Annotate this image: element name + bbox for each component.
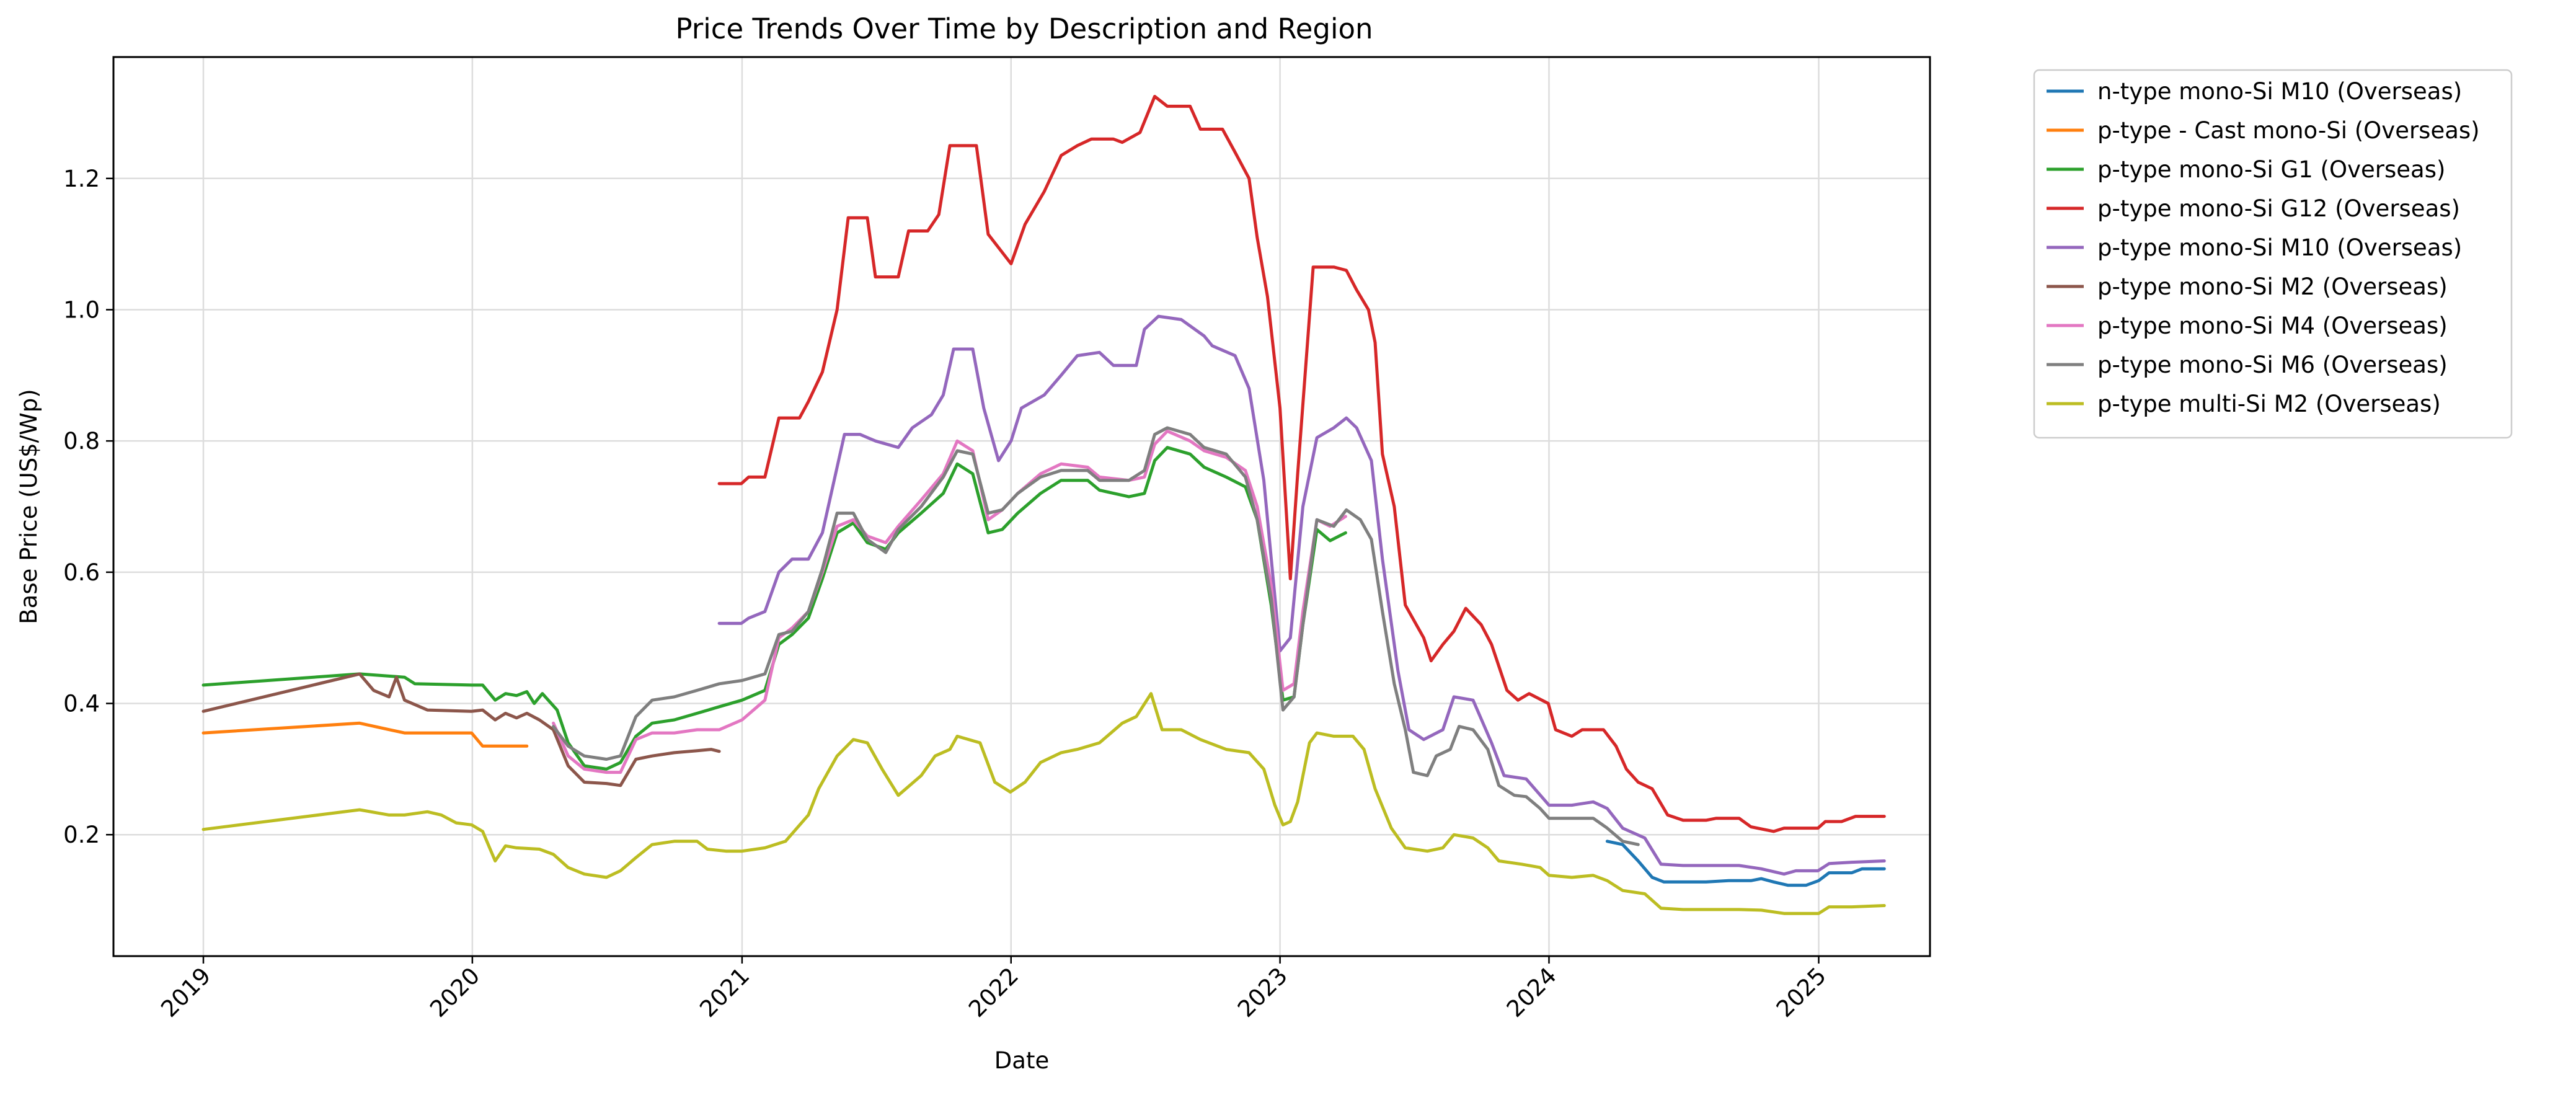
series-line xyxy=(552,429,1347,774)
legend-label: p-type mono-Si G12 (Overseas) xyxy=(2097,195,2460,222)
legend-label: p-type mono-Si M2 (Overseas) xyxy=(2097,273,2448,300)
plot-area-frame xyxy=(112,56,1931,957)
legend-label: p-type multi-Si M2 (Overseas) xyxy=(2097,391,2441,417)
y-tick-label: 0.6 xyxy=(63,559,100,586)
legend-label: p-type - Cast mono-Si (Overseas) xyxy=(2097,117,2480,144)
x-axis-label: Date xyxy=(994,1047,1049,1074)
series-line xyxy=(552,426,1640,846)
legend-frame xyxy=(2033,69,2513,439)
series-line xyxy=(201,672,721,787)
series-line xyxy=(201,692,1886,915)
y-tick-label: 0.8 xyxy=(63,428,100,454)
legend-label: p-type mono-Si G1 (Overseas) xyxy=(2097,156,2445,183)
legend-label: p-type mono-Si M4 (Overseas) xyxy=(2097,313,2448,339)
y-axis: 0.2 0.4 0.6 0.8 1.0 1.2 xyxy=(63,166,113,848)
legend-label: n-type mono-Si M10 (Overseas) xyxy=(2097,78,2462,105)
chart-title: Price Trends Over Time by Description an… xyxy=(675,12,1373,45)
legend-label: p-type mono-Si M6 (Overseas) xyxy=(2097,352,2448,378)
y-tick-label: 1.2 xyxy=(63,166,100,192)
series-line xyxy=(1605,840,1886,887)
legend-label: p-type mono-Si M10 (Overseas) xyxy=(2097,234,2462,261)
y-tick-label: 0.2 xyxy=(63,822,100,848)
series-lines xyxy=(201,95,1886,915)
legend: n-type mono-Si M10 (Overseas) p-type - Ca… xyxy=(2033,69,2513,439)
series-line xyxy=(717,314,1886,876)
y-tick-label: 1.0 xyxy=(63,296,100,323)
grid xyxy=(113,57,1930,956)
series-line xyxy=(717,95,1886,833)
series-line xyxy=(201,721,529,748)
y-tick-label: 0.4 xyxy=(63,691,100,717)
y-axis-label: Base Price (US$/Wp) xyxy=(15,389,42,624)
series-line xyxy=(201,446,1347,771)
